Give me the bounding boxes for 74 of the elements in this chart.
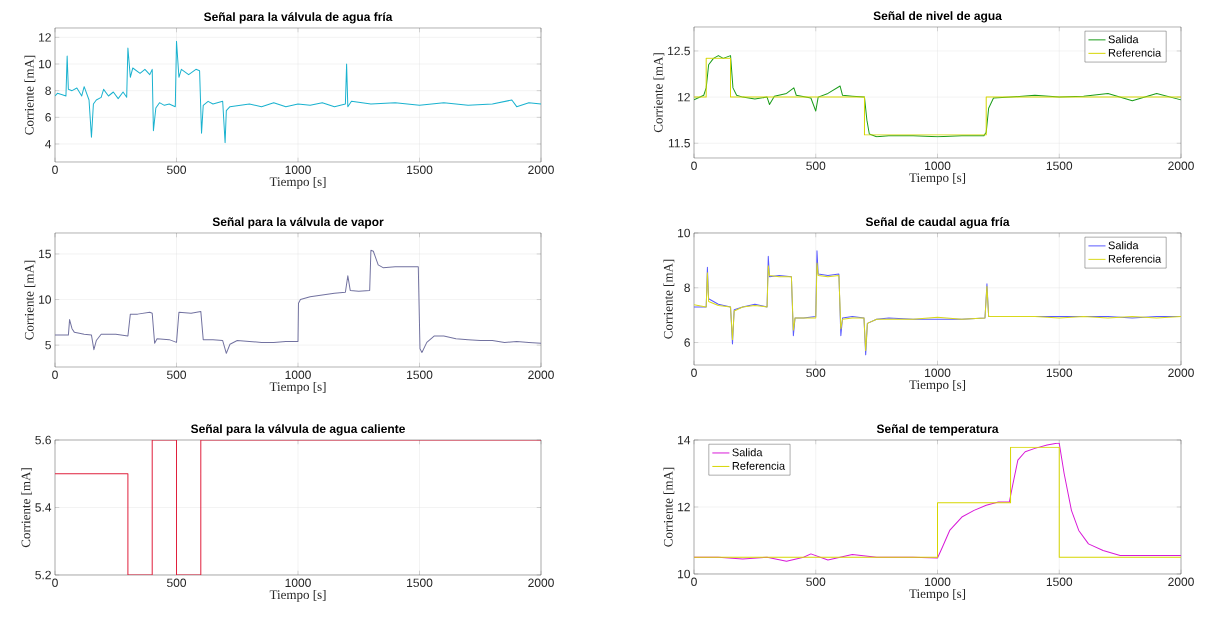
y-tick-label: 8 bbox=[684, 283, 690, 293]
chart-title: Señal para la válvula de vapor bbox=[212, 217, 384, 229]
y-tick-label: 14 bbox=[678, 435, 691, 445]
y-tick-label: 6 bbox=[45, 113, 51, 122]
y-tick-label: 10 bbox=[678, 569, 691, 579]
x-tick-label: 1000 bbox=[285, 165, 311, 175]
x-tick-label: 0 bbox=[52, 578, 58, 588]
legend-label: Referencia bbox=[732, 461, 786, 470]
y-tick-label: 12 bbox=[678, 92, 690, 102]
x-tick-label: 0 bbox=[691, 577, 697, 587]
y-tick-label: 10 bbox=[39, 59, 52, 69]
x-tick-label: 500 bbox=[166, 578, 187, 588]
legend-label: Referencia bbox=[1108, 254, 1162, 263]
x-tick-label: 1000 bbox=[285, 578, 311, 588]
chart-title: Señal para la válvula de agua caliente bbox=[190, 424, 405, 436]
x-tick-label: 500 bbox=[806, 577, 826, 587]
y-axis-title: Corriente [mA] bbox=[653, 53, 665, 133]
x-tick-label: 1000 bbox=[925, 577, 951, 587]
x-tick-label: 2000 bbox=[528, 370, 554, 380]
y-tick-label: 11.5 bbox=[668, 139, 690, 148]
x-axis-title: Tiempo [s] bbox=[909, 172, 966, 185]
y-tick-label: 5.2 bbox=[35, 570, 51, 580]
chart-title: Señal de caudal agua fría bbox=[865, 217, 1010, 229]
x-tick-label: 500 bbox=[806, 161, 826, 171]
x-tick-label: 1500 bbox=[407, 370, 433, 380]
x-tick-label: 500 bbox=[166, 165, 187, 175]
x-tick-label: 2000 bbox=[1168, 368, 1194, 378]
y-tick-label: 5 bbox=[45, 340, 51, 350]
x-axis-title: Tiempo [s] bbox=[269, 176, 326, 189]
y-axis-title: Corriente [mA] bbox=[21, 468, 32, 548]
y-tick-label: 10 bbox=[678, 228, 691, 238]
legend-label: Salida bbox=[1108, 241, 1139, 250]
x-tick-label: 500 bbox=[166, 370, 187, 380]
x-tick-label: 1500 bbox=[407, 165, 433, 175]
x-tick-label: 1500 bbox=[1046, 577, 1073, 587]
x-tick-label: 1500 bbox=[1046, 161, 1073, 171]
y-axis-title: Corriente [mA] bbox=[663, 259, 675, 339]
y-tick-label: 6 bbox=[684, 338, 690, 347]
x-tick-label: 0 bbox=[691, 161, 697, 171]
x-tick-label: 1000 bbox=[285, 370, 311, 380]
y-tick-label: 12 bbox=[39, 33, 51, 42]
chart-title: Señal de temperatura bbox=[876, 424, 999, 436]
y-tick-label: 5.6 bbox=[35, 435, 51, 445]
x-axis-title: Tiempo [s] bbox=[909, 379, 966, 392]
x-tick-label: 1500 bbox=[407, 578, 433, 588]
x-tick-label: 2000 bbox=[1168, 161, 1194, 171]
y-axis-title: Corriente [mA] bbox=[663, 467, 675, 547]
y-axis-title: Corriente [mA] bbox=[24, 260, 36, 340]
x-tick-label: 0 bbox=[691, 368, 697, 378]
x-tick-label: 1000 bbox=[925, 161, 951, 171]
y-axis-title: Corriente [mA] bbox=[24, 55, 36, 135]
chart-title: Señal para la válvula de agua fría bbox=[203, 12, 393, 24]
x-tick-label: 0 bbox=[52, 370, 58, 380]
x-tick-label: 2000 bbox=[528, 165, 554, 175]
legend-label: Salida bbox=[732, 448, 763, 457]
x-tick-label: 0 bbox=[52, 165, 58, 175]
legend-label: Referencia bbox=[1108, 48, 1162, 57]
y-tick-label: 12 bbox=[678, 502, 690, 512]
x-tick-label: 2000 bbox=[528, 578, 554, 588]
y-tick-label: 5.4 bbox=[35, 503, 52, 512]
x-axis-title: Tiempo [s] bbox=[269, 381, 326, 394]
x-tick-label: 2000 bbox=[1168, 577, 1194, 587]
chart-title: Señal de nivel de agua bbox=[873, 11, 1002, 23]
x-axis-title: Tiempo [s] bbox=[269, 589, 326, 602]
x-tick-label: 500 bbox=[806, 368, 826, 378]
y-tick-label: 8 bbox=[45, 86, 51, 95]
x-tick-label: 1000 bbox=[925, 368, 951, 378]
y-tick-label: 10 bbox=[39, 295, 52, 304]
y-tick-label: 12.5 bbox=[668, 46, 690, 56]
y-tick-label: 15 bbox=[39, 249, 51, 259]
legend-label: Salida bbox=[1108, 35, 1139, 44]
y-tick-label: 4 bbox=[45, 139, 52, 149]
x-axis-title: Tiempo [s] bbox=[909, 588, 966, 601]
x-tick-label: 1500 bbox=[1046, 368, 1073, 378]
